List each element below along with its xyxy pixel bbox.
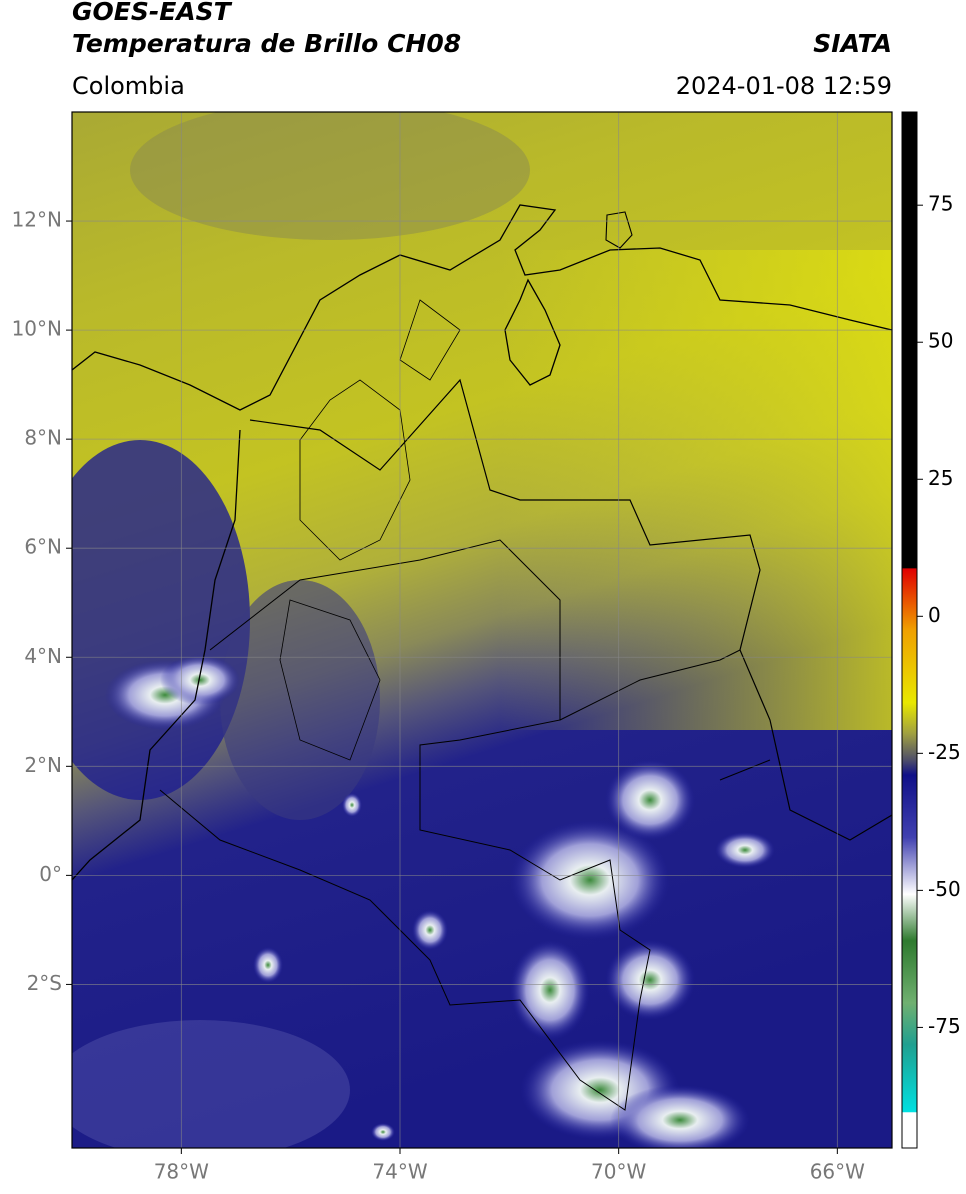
title: GOES-EAST [72,0,233,26]
colorbar-label: -50 [928,877,961,901]
map-frame [71,111,893,1149]
colorbar-label: 25 [928,466,953,490]
x-tick-label: 66°W [810,1160,865,1184]
colorbar-label: 0 [928,603,941,627]
y-tick-label: 10°N [12,317,62,341]
y-tick-label: 12°N [12,208,62,232]
x-tick-label: 74°W [372,1160,427,1184]
region: Colombia [72,72,185,100]
timestamp: 2024-01-08 12:59 [676,72,892,100]
x-tick-label: 78°W [154,1160,209,1184]
y-tick-label: 2°N [24,753,62,777]
colorbar-label: 75 [928,192,953,216]
imagery [72,112,892,1148]
grid [72,112,892,1148]
x-tick-label: 70°W [591,1160,646,1184]
y-tick-label: 0° [39,862,62,886]
source: SIATA [813,29,892,58]
colorbar-label: 50 [928,329,953,353]
colorbar-label: -25 [928,740,961,764]
y-tick-label: 4°N [24,644,62,668]
colorbar-label: -75 [928,1014,961,1038]
colorbar [901,111,918,1149]
y-tick-label: 2°S [27,971,62,995]
y-tick-label: 8°N [24,426,62,450]
y-tick-label: 6°N [24,535,62,559]
subtitle: Temperatura de Brillo CH08 [72,29,461,58]
